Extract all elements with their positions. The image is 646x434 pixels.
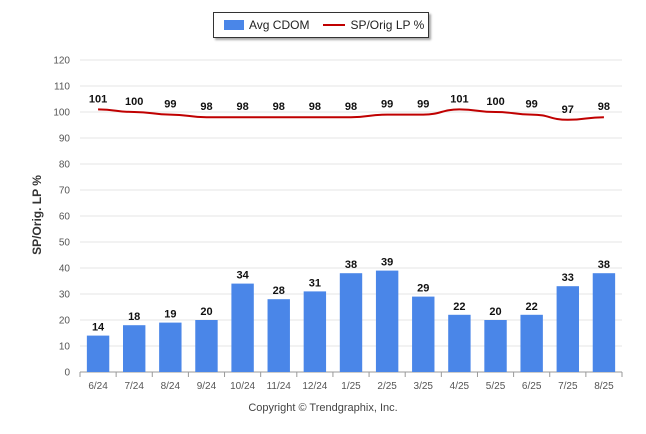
legend-swatch-bar bbox=[224, 20, 244, 30]
y-tick-label: 50 bbox=[59, 238, 71, 249]
x-tick-label: 9/24 bbox=[197, 381, 217, 392]
bar-value-label: 18 bbox=[128, 311, 140, 323]
line-value-label: 98 bbox=[236, 101, 248, 113]
y-tick-label: 20 bbox=[59, 316, 71, 327]
y-tick-label: 100 bbox=[53, 108, 70, 119]
bar-value-label: 28 bbox=[273, 285, 285, 297]
bar-value-label: 31 bbox=[309, 277, 321, 289]
copyright-text: Copyright © Trendgraphix, Inc. bbox=[248, 402, 398, 414]
bar-value-label: 38 bbox=[345, 259, 357, 271]
bar bbox=[448, 314, 471, 372]
bar bbox=[520, 314, 543, 372]
line-value-label: 97 bbox=[562, 104, 574, 116]
bar bbox=[412, 296, 435, 372]
bar-value-label: 34 bbox=[236, 270, 249, 282]
bar bbox=[303, 291, 327, 372]
y-tick-label: 40 bbox=[59, 264, 71, 275]
line-value-label: 99 bbox=[164, 99, 176, 111]
y-tick-label: 30 bbox=[59, 290, 71, 301]
bar-value-label: 20 bbox=[200, 306, 212, 318]
bar-value-label: 33 bbox=[562, 272, 574, 284]
bar bbox=[592, 273, 616, 372]
bar-value-label: 20 bbox=[489, 306, 501, 318]
x-tick-label: 8/25 bbox=[594, 381, 614, 392]
bar-value-label: 38 bbox=[598, 259, 610, 271]
legend-label-sp-orig: SP/Orig LP % bbox=[350, 18, 425, 32]
line-value-label: 101 bbox=[450, 93, 468, 105]
x-tick-label: 8/24 bbox=[161, 381, 181, 392]
bar bbox=[339, 273, 363, 372]
line-value-label: 99 bbox=[381, 99, 393, 111]
line-value-label: 99 bbox=[417, 99, 429, 111]
legend-swatch-line bbox=[323, 24, 346, 26]
y-tick-label: 120 bbox=[53, 56, 70, 67]
x-tick-label: 4/25 bbox=[450, 381, 470, 392]
y-tick-label: 10 bbox=[59, 342, 71, 353]
y-tick-label: 90 bbox=[59, 134, 71, 145]
y-tick-label: 80 bbox=[59, 160, 71, 171]
y-tick-label: 60 bbox=[59, 212, 71, 223]
bar-value-label: 19 bbox=[164, 309, 176, 321]
bar-value-label: 22 bbox=[453, 301, 465, 313]
line-value-label: 98 bbox=[309, 101, 321, 113]
legend-item-avg-cdom: Avg CDOM bbox=[224, 18, 309, 32]
x-tick-label: 3/25 bbox=[414, 381, 434, 392]
y-axis-label: SP/Orig. LP % bbox=[30, 175, 44, 255]
x-tick-label: 10/24 bbox=[230, 381, 255, 392]
bar bbox=[375, 270, 399, 372]
legend-label-avg-cdom: Avg CDOM bbox=[249, 18, 310, 32]
bar bbox=[267, 299, 290, 372]
legend-item-sp-orig: SP/Orig LP % bbox=[323, 18, 424, 32]
x-tick-label: 2/25 bbox=[377, 381, 397, 392]
line-value-label: 100 bbox=[486, 96, 504, 108]
x-tick-label: 12/24 bbox=[302, 381, 327, 392]
x-tick-label: 11/24 bbox=[267, 381, 292, 392]
bar-value-label: 22 bbox=[526, 301, 538, 313]
bar bbox=[484, 320, 507, 372]
x-tick-label: 1/25 bbox=[341, 381, 361, 392]
line-value-label: 101 bbox=[89, 93, 107, 105]
chart-legend: Avg CDOM SP/Orig LP % bbox=[213, 12, 429, 38]
y-tick-label: 70 bbox=[59, 186, 71, 197]
bar-value-label: 29 bbox=[417, 283, 429, 295]
x-tick-label: 5/25 bbox=[486, 381, 506, 392]
y-tick-label: 110 bbox=[54, 82, 70, 93]
sp-orig-line bbox=[98, 108, 604, 121]
bar bbox=[195, 320, 218, 372]
bar bbox=[556, 286, 580, 372]
line-value-label: 98 bbox=[598, 101, 610, 113]
line-value-label: 99 bbox=[526, 99, 538, 111]
y-tick-label: 0 bbox=[64, 368, 70, 379]
x-tick-label: 7/24 bbox=[124, 381, 144, 392]
x-tick-label: 6/25 bbox=[522, 381, 542, 392]
x-tick-label: 7/25 bbox=[558, 381, 578, 392]
line-value-label: 98 bbox=[200, 101, 212, 113]
line-value-label: 98 bbox=[345, 101, 357, 113]
bar bbox=[159, 322, 182, 372]
line-value-label: 100 bbox=[125, 96, 143, 108]
bar bbox=[231, 283, 254, 372]
x-tick-label: 6/24 bbox=[88, 381, 108, 392]
bar bbox=[122, 325, 146, 372]
bar-value-label: 14 bbox=[92, 322, 105, 334]
bar-value-label: 39 bbox=[381, 257, 393, 269]
bar bbox=[86, 335, 110, 372]
line-value-label: 98 bbox=[273, 101, 285, 113]
